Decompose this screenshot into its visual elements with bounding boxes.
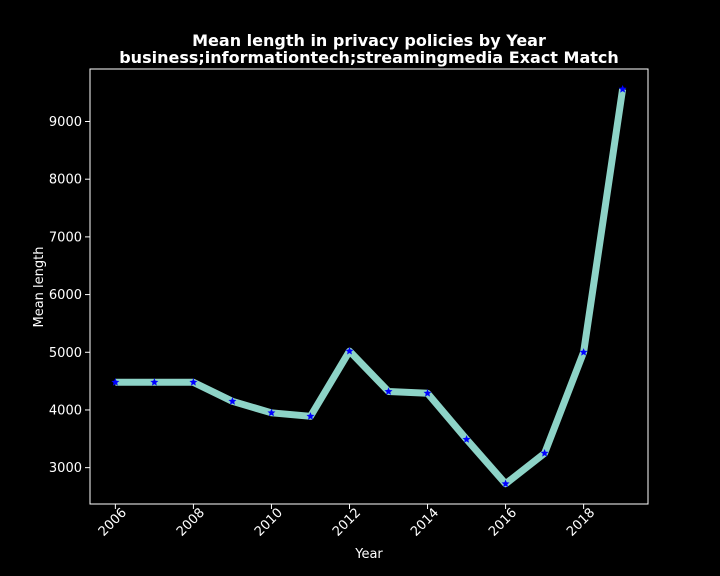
- y-tick-label: 6000: [49, 288, 82, 303]
- x-tick-label: 2014: [408, 506, 442, 540]
- y-tick-label: 3000: [49, 461, 82, 476]
- data-point: [150, 378, 159, 386]
- x-tick-label: 2012: [330, 506, 364, 540]
- y-tick-label: 4000: [49, 403, 82, 418]
- x-axis: 2006 2008 2010 2012 2014 2016 2018: [96, 504, 598, 540]
- data-point: [501, 479, 510, 488]
- y-tick-label: 8000: [49, 173, 82, 188]
- data-point: [579, 348, 588, 356]
- line-layer: [115, 88, 627, 488]
- series-line: [115, 88, 627, 488]
- data-point: [189, 378, 198, 386]
- data-point: [618, 84, 627, 93]
- data-point: [111, 378, 120, 386]
- y-axis: 3000 4000 5000 6000 7000 8000 9000: [49, 115, 90, 476]
- y-axis-label: Mean length: [32, 247, 47, 328]
- y-tick-label: 5000: [49, 346, 82, 361]
- x-tick-label: 2008: [174, 506, 208, 540]
- x-tick-label: 2018: [564, 506, 598, 540]
- x-axis-label: Year: [354, 547, 383, 562]
- chart-title: Mean length in privacy policies by Year: [192, 31, 546, 50]
- x-tick-label: 2010: [252, 506, 286, 540]
- data-point: [345, 346, 354, 355]
- x-tick-label: 2016: [486, 506, 520, 540]
- data-point: [384, 387, 393, 395]
- data-point: [423, 389, 432, 397]
- data-point: [306, 412, 315, 420]
- data-point: [228, 397, 237, 405]
- plot-frame: [89, 68, 649, 505]
- data-point: [267, 408, 276, 417]
- marker-layer: [111, 84, 627, 488]
- y-tick-label: 7000: [49, 230, 82, 245]
- data-point: [540, 449, 549, 457]
- x-tick-label: 2006: [96, 506, 130, 540]
- data-point: [462, 435, 471, 443]
- y-tick-label: 9000: [49, 115, 82, 130]
- chart-subtitle: business;informationtech;streamingmedia …: [119, 48, 619, 67]
